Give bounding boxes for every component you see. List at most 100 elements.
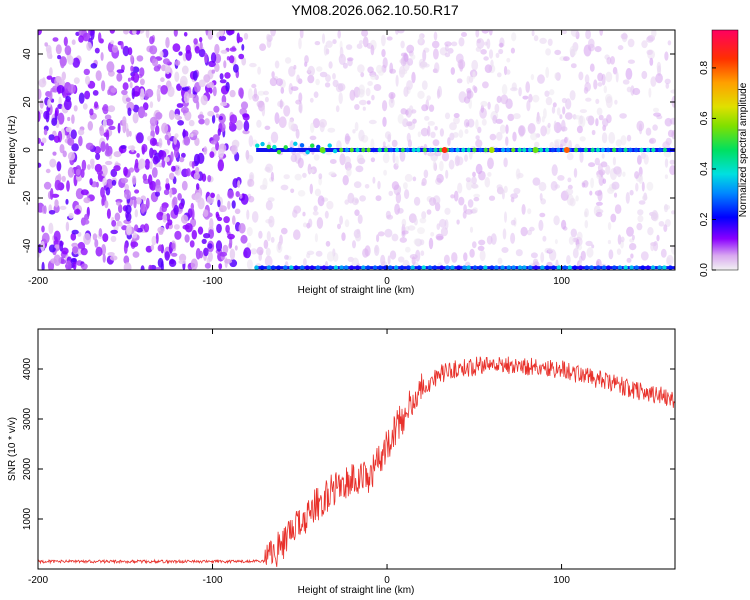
spectrogram-cell: [126, 128, 130, 138]
spectrogram-cell: [406, 58, 414, 66]
spectrogram-cell: [156, 87, 161, 99]
spectrogram-peak: [596, 265, 601, 270]
spectrogram-peak: [527, 147, 533, 153]
spectrogram-cell: [480, 104, 485, 114]
spectrogram-cell: [38, 137, 41, 144]
spectrogram-cell: [215, 240, 223, 252]
spectrogram-cell: [417, 131, 421, 138]
spectrogram-cell: [145, 30, 150, 39]
spectrogram-cell: [90, 63, 98, 69]
spectrogram-peak: [611, 147, 617, 153]
spectrogram-cell: [663, 224, 668, 233]
spectrogram-cell: [309, 183, 313, 195]
spectrogram-cell: [352, 240, 356, 249]
spectrogram-cell: [585, 240, 593, 247]
spectrogram-cell: [207, 175, 212, 183]
spectrogram-cell: [371, 94, 375, 101]
spectrogram-cell: [556, 107, 561, 116]
spectrogram-cell: [178, 259, 187, 265]
spectrogram-cell: [43, 128, 48, 136]
spectrogram-cell: [119, 222, 123, 227]
snr-frame: [37, 328, 676, 570]
spectrogram-cell: [496, 95, 502, 103]
spectrogram-cell: [477, 126, 482, 134]
spectrogram-cell: [607, 187, 615, 195]
spectrogram-cell: [345, 44, 353, 50]
spectrogram-cell: [588, 162, 596, 168]
spectrogram-cell: [229, 47, 237, 52]
spectrogram-cell: [183, 136, 191, 146]
spectrogram-cell: [157, 257, 164, 268]
spectrogram-cell: [510, 232, 516, 244]
spectrogram-cell: [459, 60, 464, 72]
spectrogram-cell: [585, 97, 592, 102]
spectrogram-cell: [274, 60, 280, 69]
spectrogram-cell: [658, 221, 665, 227]
spectrogram-cell: [456, 219, 460, 225]
spectrogram-cell: [341, 232, 346, 242]
spectrogram-cell: [506, 69, 511, 75]
spectrogram-peak: [339, 147, 344, 153]
spectrogram-cell: [65, 260, 72, 270]
spectrogram-cell: [616, 166, 622, 178]
spectrogram-cell: [302, 172, 307, 178]
spectrogram-cell: [151, 167, 158, 178]
spectrogram-cell: [194, 46, 200, 54]
spectrogram-cell: [213, 105, 220, 113]
spectrogram-cell: [361, 30, 369, 37]
spectrogram-cell: [100, 141, 106, 153]
spectrogram-cell: [164, 134, 169, 141]
spectrogram-cell: [94, 47, 100, 54]
spectrogram-cell: [378, 70, 384, 76]
spectrogram-cell: [209, 151, 215, 159]
spectrogram-cell: [631, 234, 635, 241]
spectrogram-cell: [212, 134, 220, 142]
spectrogram-cell: [314, 188, 321, 197]
spectrogram-cell: [486, 38, 491, 50]
spectrogram-cell: [568, 236, 575, 245]
spectrogram-peak: [416, 147, 421, 153]
spectrogram-cell: [120, 41, 124, 50]
spectrogram-cell: [466, 180, 473, 191]
snr-y-tick-label: 4000: [22, 357, 33, 380]
spectrogram-cell: [472, 171, 476, 178]
spectrogram-cell: [163, 189, 170, 196]
spectrogram-cell: [405, 246, 411, 253]
spectrogram-cell: [77, 129, 85, 136]
spectrogram-cell: [515, 168, 521, 180]
spectrogram-cell: [403, 182, 408, 190]
spectrogram-cell: [150, 244, 155, 251]
spectrogram-cell: [290, 86, 299, 91]
spectrogram-cell: [664, 51, 669, 61]
spectrogram-cell: [302, 211, 306, 217]
spectrogram-cell: [612, 66, 618, 75]
spectrogram-cell: [43, 205, 47, 215]
spectrogram-cell: [614, 99, 618, 105]
spectrogram-peak: [466, 265, 471, 270]
spectrogram-cell: [270, 236, 275, 243]
spectrogram-cell: [38, 162, 42, 168]
spectrogram-cell: [246, 226, 253, 237]
spectrogram-cell: [573, 168, 578, 178]
spectrogram-cell: [95, 246, 103, 257]
spectrogram-cell: [601, 153, 605, 159]
spectrogram-cell: [532, 94, 540, 103]
spectrogram-cell: [667, 129, 675, 138]
spectrogram-peak: [366, 147, 371, 153]
spectrogram-cell: [496, 184, 503, 190]
spectrogram-cell: [510, 193, 519, 199]
spectrogram-cell: [41, 232, 50, 244]
spectrogram-cell: [237, 180, 241, 188]
spectrogram-cell: [251, 83, 257, 89]
spectrogram-peak: [572, 265, 578, 270]
spectrogram-cell: [220, 49, 228, 54]
spectrogram-cell: [109, 255, 118, 261]
spectrogram-cell: [570, 63, 577, 69]
spectrogram-cell: [313, 91, 319, 98]
spectrogram-cell: [377, 180, 381, 190]
spectrogram-cell: [399, 237, 407, 243]
spectrogram-cell: [72, 246, 79, 254]
spectrogram-cell: [145, 197, 150, 209]
spectrogram-peak: [567, 265, 572, 270]
spectrogram-cell: [366, 100, 371, 105]
